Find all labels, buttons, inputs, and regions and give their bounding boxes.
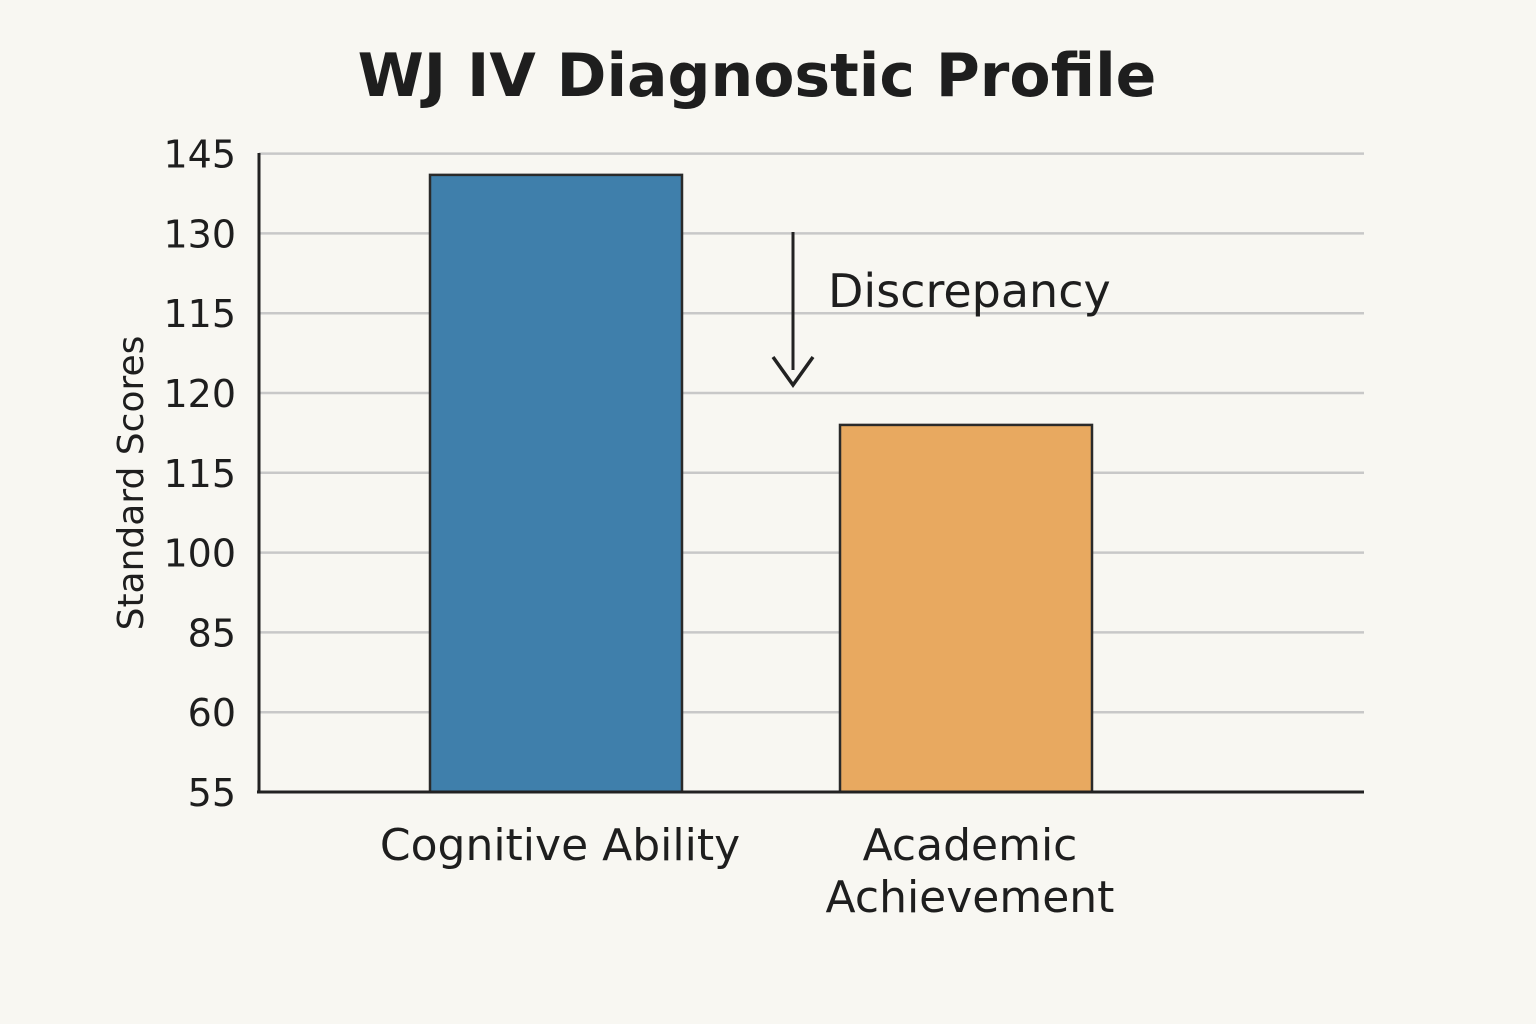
y-tick-label: 145: [163, 133, 236, 177]
y-tick-label: 60: [188, 691, 236, 735]
y-axis-label: Standard Scores: [111, 336, 152, 631]
y-tick-label: 115: [163, 452, 236, 496]
y-tick-label: 55: [188, 771, 236, 815]
x-tick-label: Achievement: [826, 872, 1115, 923]
discrepancy-annotation: Discrepancy: [771, 232, 1111, 389]
bar-cognitive-ability: [428, 173, 684, 794]
chart-title: WJ IV Diagnostic Profile: [358, 41, 1157, 111]
y-tick-label: 100: [163, 532, 236, 576]
y-tick-label: 85: [188, 611, 236, 655]
y-tick-label: 115: [163, 292, 236, 336]
y-tick-label: 120: [163, 372, 236, 416]
bar-academic-achievement: [838, 423, 1094, 794]
x-tick-label: Academic: [863, 820, 1078, 871]
x-tick-label: Cognitive Ability: [380, 820, 740, 871]
discrepancy-arrow-icon: [771, 355, 815, 389]
discrepancy-label: Discrepancy: [828, 264, 1111, 318]
y-tick-label: 130: [163, 212, 236, 256]
